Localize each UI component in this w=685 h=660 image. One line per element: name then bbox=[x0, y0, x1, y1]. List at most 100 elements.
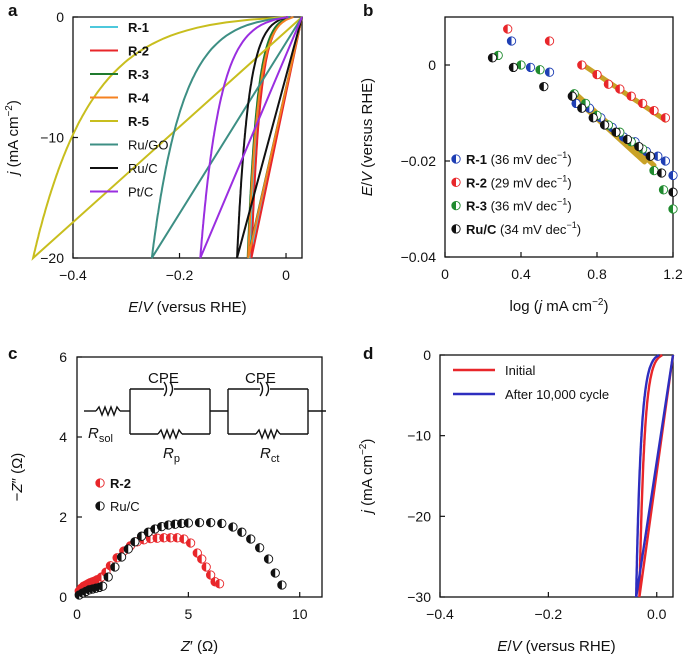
data-point bbox=[143, 527, 153, 537]
y-tick-label: 0 bbox=[423, 347, 431, 363]
marker-fill bbox=[246, 534, 251, 544]
data-point bbox=[130, 537, 140, 547]
data-point bbox=[622, 134, 633, 145]
data-point bbox=[660, 113, 671, 123]
marker-fill bbox=[98, 582, 103, 591]
y-axis-label: j (mA cm−2) bbox=[358, 439, 376, 516]
cpe-symbol bbox=[169, 381, 174, 397]
data-point bbox=[246, 534, 256, 544]
marker-fill bbox=[166, 533, 171, 542]
marker-fill bbox=[627, 92, 632, 101]
cpe-symbol bbox=[265, 381, 270, 397]
data-point bbox=[136, 531, 147, 541]
legend-label: R-3 bbox=[128, 67, 149, 82]
x-tick-label: 10 bbox=[292, 606, 308, 622]
marker-fill bbox=[144, 528, 149, 537]
x-tick-label: −0.2 bbox=[166, 267, 194, 283]
x-axis-label: E/V (versus RHE) bbox=[128, 299, 246, 316]
legend-marker bbox=[95, 478, 105, 488]
data-point bbox=[660, 156, 671, 166]
marker-fill bbox=[539, 82, 544, 91]
resistor-symbol bbox=[95, 405, 121, 417]
y-tick-label: −20 bbox=[407, 508, 431, 524]
resistor-symbol bbox=[255, 428, 281, 440]
y-tick-label: −30 bbox=[407, 589, 431, 605]
marker-fill bbox=[649, 166, 654, 175]
data-point bbox=[603, 79, 614, 89]
data-point bbox=[277, 580, 287, 590]
data-point bbox=[503, 24, 513, 34]
y-axis-label: E/V (versus RHE) bbox=[359, 78, 376, 196]
marker-fill bbox=[649, 106, 654, 115]
marker-fill bbox=[623, 135, 628, 144]
y-axis-label: j (mA cm−2) bbox=[4, 100, 22, 177]
marker-fill bbox=[112, 553, 118, 562]
marker-fill bbox=[124, 544, 129, 554]
legend-marker bbox=[451, 177, 461, 187]
legend-marker bbox=[451, 224, 461, 234]
marker-fill bbox=[186, 538, 191, 548]
x-tick-label: 0.4 bbox=[511, 266, 531, 282]
data-point bbox=[544, 36, 555, 46]
y-tick-label: −10 bbox=[40, 130, 64, 146]
marker-fill bbox=[117, 552, 122, 562]
data-point bbox=[217, 518, 227, 529]
cpe-symbol bbox=[259, 381, 264, 397]
marker-fill bbox=[110, 562, 115, 572]
data-point bbox=[192, 548, 202, 558]
data-point bbox=[228, 522, 238, 532]
r-p-label: Rp bbox=[163, 445, 180, 465]
marker-fill bbox=[592, 70, 597, 79]
data-point bbox=[205, 570, 216, 580]
marker-fill bbox=[137, 532, 142, 541]
r-sol-label: Rsol bbox=[88, 425, 113, 445]
marker-fill bbox=[600, 120, 605, 130]
marker-fill bbox=[164, 520, 169, 530]
data-point bbox=[599, 120, 610, 130]
marker-fill bbox=[179, 534, 184, 544]
data-point bbox=[508, 62, 519, 73]
series-line-pt-c bbox=[199, 16, 303, 259]
marker-fill bbox=[526, 63, 531, 72]
data-point bbox=[177, 518, 187, 529]
marker-fill bbox=[177, 519, 182, 528]
y-tick-label: −0.04 bbox=[401, 249, 437, 265]
y-tick-label: 0 bbox=[56, 9, 64, 25]
data-point bbox=[197, 554, 207, 564]
x-tick-label: −0.4 bbox=[426, 606, 454, 622]
data-point bbox=[254, 543, 265, 553]
marker-fill bbox=[103, 572, 109, 582]
x-axis-label: log (j mA cm−2) bbox=[510, 297, 609, 315]
data-point bbox=[577, 103, 587, 113]
data-point bbox=[525, 62, 536, 73]
legend-label: R-2 bbox=[110, 476, 131, 491]
y-tick-label: 0 bbox=[428, 57, 436, 73]
marker-fill bbox=[197, 554, 202, 564]
data-point bbox=[97, 581, 108, 591]
marker-fill bbox=[509, 63, 514, 72]
marker-fill bbox=[173, 533, 178, 542]
marker-fill bbox=[571, 99, 577, 108]
marker-fill bbox=[668, 204, 673, 214]
data-point bbox=[487, 53, 498, 63]
marker-fill bbox=[237, 528, 242, 537]
data-point bbox=[237, 527, 247, 537]
x-tick-label: 0 bbox=[73, 606, 81, 622]
panel-letter-c: c bbox=[8, 344, 17, 363]
series-line bbox=[638, 354, 675, 598]
marker-fill bbox=[195, 518, 200, 527]
marker-fill bbox=[271, 568, 276, 578]
series-line-ru-c bbox=[236, 16, 303, 259]
data-point bbox=[637, 98, 648, 109]
data-point bbox=[649, 105, 659, 116]
data-point bbox=[116, 552, 127, 562]
x-tick-label: −0.2 bbox=[535, 606, 563, 622]
data-point bbox=[668, 187, 678, 197]
data-point bbox=[185, 538, 196, 548]
marker-fill bbox=[646, 152, 651, 161]
legend-label: Ru/C (34 mV dec−1) bbox=[466, 220, 581, 237]
data-point bbox=[668, 204, 678, 214]
marker-fill bbox=[264, 554, 269, 564]
marker-fill bbox=[507, 36, 512, 46]
marker-fill bbox=[668, 188, 673, 197]
